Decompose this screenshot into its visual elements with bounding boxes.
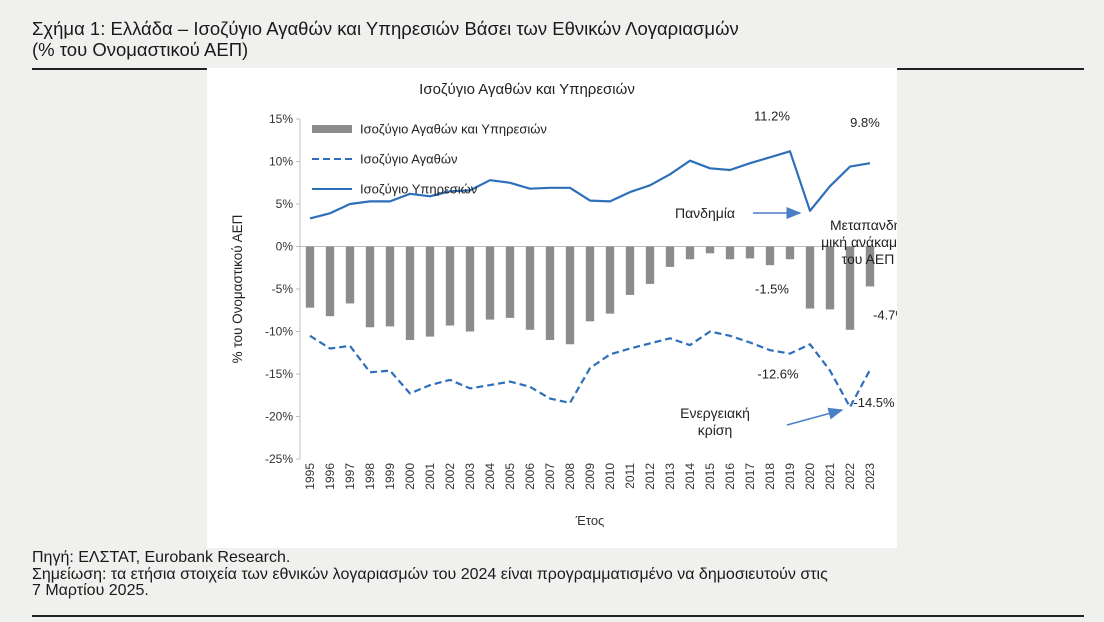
x-tick-label: 2019: [783, 463, 797, 490]
line-goods: [309, 330, 871, 409]
y-tick-label: 5%: [276, 197, 294, 211]
x-tick-label: 2017: [743, 463, 757, 490]
bar-2021: [825, 246, 835, 310]
data-label: 9.8%: [850, 115, 880, 130]
chart-title: Ισοζύγιο Αγαθών και Υπηρεσιών: [419, 81, 635, 98]
bar-2016: [725, 246, 735, 260]
legend-label: Ισοζύγιο Αγαθών: [360, 152, 458, 167]
bar-2015: [705, 246, 715, 254]
data-label: -14.5%: [853, 395, 895, 410]
x-tick-label: 1999: [383, 463, 397, 490]
x-tick-label: 2005: [503, 463, 517, 490]
bar-2012: [645, 246, 655, 284]
bar-2003: [465, 246, 475, 332]
x-axis-title: Έτος: [575, 513, 605, 528]
annotation-recovery-line: Μεταπανδη-: [830, 217, 897, 233]
annotation-energy-line: Ενεργειακή: [680, 405, 750, 421]
bar-2008: [565, 246, 575, 345]
bar-2000: [405, 246, 415, 340]
bar-2017: [745, 246, 755, 259]
figure-title-line1: Σχήμα 1: Ελλάδα – Ισοζύγιο Αγαθών και Υπ…: [32, 18, 739, 39]
x-tick-label: 2015: [703, 463, 717, 490]
bar-2022: [845, 246, 855, 330]
legend-label: Ισοζύγιο Αγαθών και Υπηρεσιών: [360, 122, 547, 137]
y-tick-label: 0%: [276, 240, 294, 254]
bar-2006: [525, 246, 535, 330]
x-tick-label: 2013: [663, 463, 677, 490]
legend-swatch-bar: [312, 125, 352, 133]
y-tick-label: -5%: [272, 282, 294, 296]
x-tick-label: 2003: [463, 463, 477, 490]
x-tick-label: 2006: [523, 463, 537, 490]
data-label: -1.5%: [755, 281, 789, 296]
data-label: -4.7%: [873, 307, 897, 322]
x-tick-label: 2001: [423, 463, 437, 490]
bar-2002: [445, 246, 455, 326]
bar-1997: [345, 246, 355, 304]
x-tick-label: 2012: [643, 463, 657, 490]
bar-2004: [485, 246, 495, 320]
x-tick-label: 1998: [363, 463, 377, 490]
x-tick-label: 2018: [763, 463, 777, 490]
figure-title: Σχήμα 1: Ελλάδα – Ισοζύγιο Αγαθών και Υπ…: [32, 18, 1072, 60]
annotation-energy-arrow: [786, 407, 844, 426]
annotation-recovery-line: του ΑΕΠ: [842, 251, 895, 267]
x-tick-label: 2011: [623, 463, 637, 489]
y-axis-title: % του Ονομαστικού ΑΕΠ: [230, 215, 245, 364]
x-tick-label: 2007: [543, 463, 557, 490]
x-tick-label: 2014: [683, 463, 697, 490]
bar-2001: [425, 246, 435, 337]
annotation-energy-line: κρίση: [698, 422, 733, 438]
footnotes: Πηγή: ΕΛΣΤΑΤ, Eurobank Research. Σημείωσ…: [32, 549, 1084, 600]
chart-svg: Ισοζύγιο Αγαθών και Υπηρεσιών 15% 10% 5% 0% -…: [230, 81, 897, 528]
bar-1999: [385, 246, 395, 327]
source-note: Πηγή: ΕΛΣΤΑΤ, Eurobank Research.: [32, 549, 291, 566]
y-tick-label: -10%: [265, 325, 293, 339]
y-tick-label: 15%: [269, 112, 293, 126]
bar-2018: [765, 246, 775, 266]
annotation-pandemic: Πανδημία: [675, 205, 735, 221]
x-tick-label: 1995: [303, 463, 317, 490]
y-tick-label: -20%: [265, 410, 293, 424]
x-tick-label: 1996: [323, 463, 337, 490]
bar-2013: [665, 246, 675, 267]
bar-2005: [505, 246, 515, 318]
note-line-2: 7 Μαρτίου 2025.: [32, 582, 149, 599]
x-tick-label: 2004: [483, 463, 497, 490]
legend-label: Ισοζύγιο Υπηρεσιών: [360, 182, 477, 197]
x-tick-label: 2000: [403, 463, 417, 490]
x-tick-label: 2010: [603, 463, 617, 490]
x-tick-label: 2022: [843, 463, 857, 490]
bar-1995: [305, 246, 315, 308]
figure-title-line2: (% του Ονομαστικού ΑΕΠ): [32, 39, 249, 60]
x-tick-label: 2021: [823, 463, 837, 490]
y-tick-label: 10%: [269, 155, 293, 169]
bar-2020: [805, 246, 815, 309]
x-tick-label: 1997: [343, 463, 357, 490]
y-tick-label: -25%: [265, 452, 293, 466]
y-tick-label: -15%: [265, 367, 293, 381]
bar-2010: [605, 246, 615, 314]
bar-2011: [625, 246, 635, 295]
note-line-1: Σημείωση: τα ετήσια στοιχεία των εθνικών…: [32, 565, 828, 583]
data-label: -12.6%: [757, 367, 799, 382]
bar-2023: [865, 246, 875, 287]
annotation-recovery-line: μική ανάκαμψη: [821, 234, 897, 250]
x-tick-label: 2009: [583, 463, 597, 490]
bar-1998: [365, 246, 375, 328]
bar-2009: [585, 246, 595, 322]
bar-2007: [545, 246, 555, 340]
x-tick-label: 2008: [563, 463, 577, 490]
chart-panel: Ισοζύγιο Αγαθών και Υπηρεσιών 15% 10% 5% 0% -…: [207, 68, 897, 548]
bar-2019: [785, 246, 795, 260]
x-tick-label: 2023: [863, 463, 877, 490]
bar-1996: [325, 246, 335, 317]
x-tick-label: 2020: [803, 463, 817, 490]
x-tick-label: 2016: [723, 463, 737, 490]
bottom-rule: [32, 615, 1084, 617]
bar-2014: [685, 246, 695, 260]
line-services: [309, 150, 871, 220]
x-tick-label: 2002: [443, 463, 457, 490]
data-label: 11.2%: [754, 108, 790, 123]
